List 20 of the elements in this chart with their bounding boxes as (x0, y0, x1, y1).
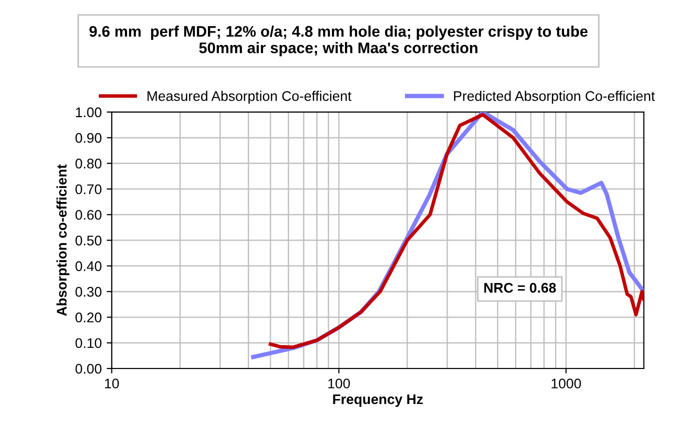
y-axis-title: Absorption co-efficient (56, 164, 70, 316)
y-tick-label: 0.80 (75, 158, 102, 169)
legend-label: Predicted Absorption Co-efficient (454, 90, 655, 104)
y-tick-label: 1.00 (76, 107, 102, 118)
y-tick-label: 0.50 (75, 236, 102, 246)
x-tick-label: 10 (105, 378, 119, 388)
y-tick-label: 0.70 (75, 184, 102, 194)
x-axis-title: Frequency Hz (333, 394, 423, 407)
chart-title: 9.6 mm perf MDF; 12% o/a; 4.8 mm hole dia; polyester crispy to tube 50mm air space; with Maa's correction (89, 26, 588, 56)
annotation: NRC = 0.68 (484, 282, 556, 293)
y-tick-label: 0.20 (75, 312, 102, 322)
y-tick-label: 0.60 (75, 210, 102, 220)
y-tick-label: 0.00 (75, 364, 102, 374)
y-tick-label: 0.40 (75, 261, 102, 272)
y-tick-label: 0.90 (75, 133, 102, 143)
x-tick-label: 1000 (552, 378, 581, 388)
y-tick-label: 0.30 (75, 286, 102, 297)
y-tick-label: 0.10 (75, 338, 102, 348)
x-tick-label: 100 (328, 378, 350, 388)
legend-label: Measured Absorption Co-efficient (148, 90, 352, 104)
